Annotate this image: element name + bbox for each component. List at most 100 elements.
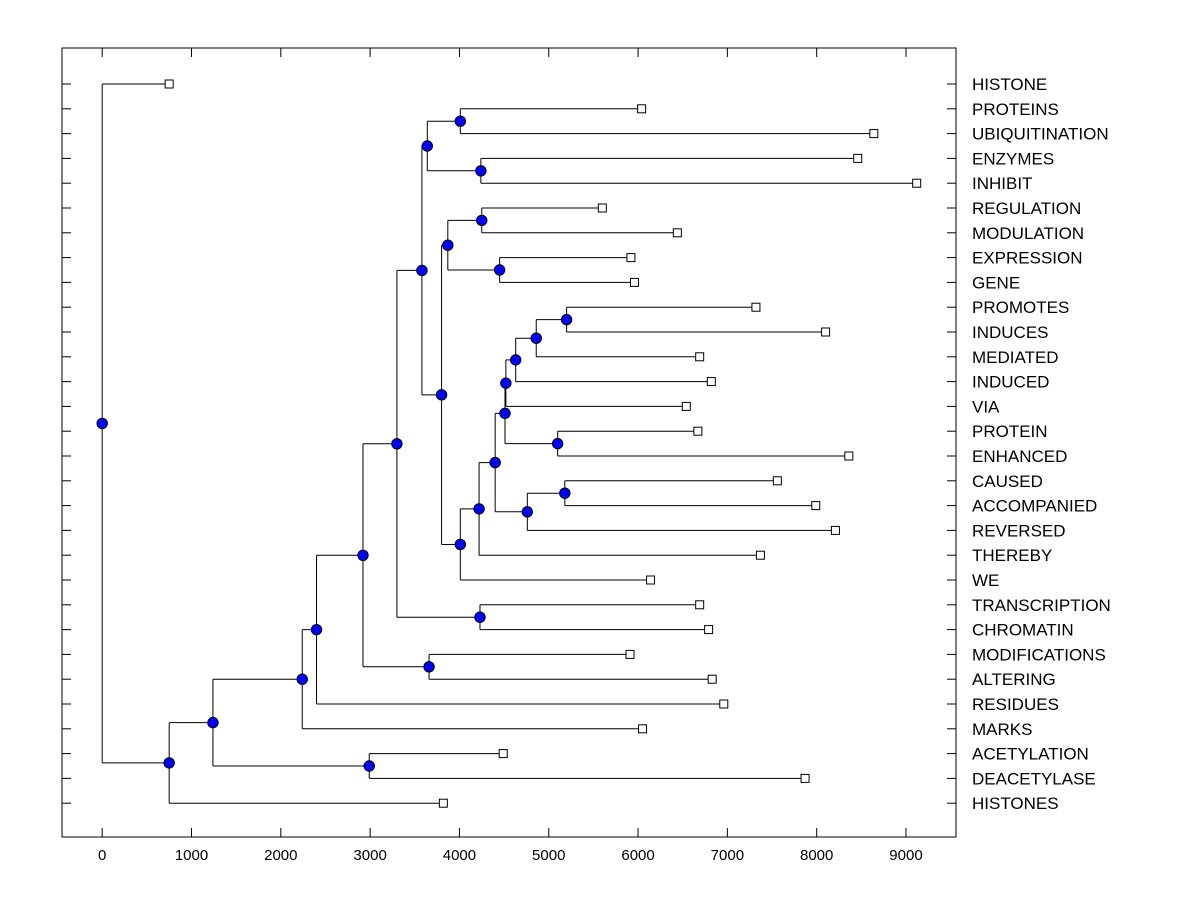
leaf-marker [637, 104, 647, 114]
leaf-label: CAUSED [972, 472, 1043, 491]
merge-node [363, 760, 375, 772]
leaf-label: PROTEIN [972, 422, 1048, 441]
merge-node [551, 437, 564, 450]
merge-node [391, 438, 403, 450]
leaf-label: REVERSED [972, 521, 1066, 540]
x-tick-label: 0 [98, 847, 106, 864]
x-tick-label: 3000 [353, 847, 386, 864]
leaf-label: RESIDUES [972, 695, 1059, 714]
leaf-label: HISTONE [972, 75, 1047, 94]
merge-node [163, 757, 175, 769]
merge-node [489, 456, 501, 469]
leaf-label: EXPRESSION [972, 249, 1083, 268]
leaf-marker [498, 749, 508, 759]
x-tick-label: 2000 [264, 847, 297, 864]
leaf-label: WE [972, 571, 999, 590]
leaf-marker [704, 625, 714, 635]
leaf-label: ACCOMPANIED [972, 497, 1097, 516]
x-tick-label: 7000 [711, 847, 744, 864]
leaf-markers [164, 79, 922, 808]
merge-node [310, 623, 323, 636]
leaf-marker [844, 451, 854, 461]
merge-node [560, 313, 573, 326]
leaf-label: TRANSCRIPTION [972, 596, 1111, 615]
leaf-label: PROMOTES [972, 298, 1069, 317]
merge-node [454, 538, 467, 551]
leaf-marker [646, 575, 656, 585]
leaf-label: GENE [972, 273, 1020, 292]
leaf-label: ENHANCED [972, 447, 1067, 466]
leaf-marker [625, 649, 635, 659]
merge-node [474, 611, 486, 623]
leaf-label: HISTONES [972, 794, 1059, 813]
leaf-marker [830, 525, 840, 535]
leaf-label: INDUCED [972, 373, 1049, 392]
leaf-marker [672, 228, 682, 238]
leaf-marker [695, 600, 705, 610]
merge-node [509, 354, 522, 366]
merge-node [296, 673, 308, 685]
leaf-marker [751, 302, 761, 312]
leaf-marker [706, 377, 716, 387]
merge-node [423, 661, 435, 673]
leaf-label: VIA [972, 397, 1000, 416]
x-axis-ticks: 0 1000 2000 3000 4000 5000 6000 7000 8000 9000 [98, 48, 923, 864]
merge-node [559, 487, 571, 499]
merge-node [207, 716, 219, 729]
leaf-marker [811, 501, 821, 511]
x-tick-label: 5000 [532, 847, 565, 864]
leaf-label: INDUCES [972, 323, 1049, 342]
merge-node [493, 264, 506, 276]
leaf-marker [719, 699, 729, 709]
leaf-marker [638, 724, 648, 734]
leaf-marker [869, 129, 879, 139]
leaf-marker [693, 426, 703, 436]
merge-node [475, 165, 487, 177]
x-tick-label: 9000 [889, 847, 922, 864]
leaf-label: ENZYMES [972, 149, 1054, 168]
leaf-marker [821, 327, 831, 337]
leaf-labels: HISTONE PROTEINS UBIQUITINATION ENZYMES INHI… [972, 75, 1111, 813]
merge-node [442, 239, 454, 251]
leaf-label: REGULATION [972, 199, 1081, 218]
merge-node [435, 389, 448, 401]
merge-node [530, 332, 542, 344]
merge-node [473, 503, 485, 515]
leaf-label: PROTEINS [972, 100, 1059, 119]
merge-node [500, 377, 512, 389]
leaf-label: ALTERING [972, 670, 1056, 689]
leaf-marker [912, 178, 922, 188]
leaf-label: INHIBIT [972, 174, 1032, 193]
x-tick-label: 8000 [800, 847, 833, 864]
leaf-label: MODULATION [972, 224, 1084, 243]
x-tick-label: 6000 [621, 847, 654, 864]
merge-node [357, 549, 369, 562]
merge-node [476, 214, 488, 227]
x-tick-label: 4000 [443, 847, 476, 864]
leaf-marker [707, 674, 717, 684]
merge-node [416, 264, 428, 277]
leaf-marker [755, 550, 765, 560]
leaf-label: MEDIATED [972, 348, 1059, 367]
leaf-marker [629, 277, 639, 287]
dendrogram-links [101, 83, 917, 804]
merge-node [454, 115, 467, 127]
leaf-marker [164, 79, 174, 89]
merge-node [96, 417, 108, 430]
leaf-label: UBIQUITINATION [972, 125, 1109, 144]
plot-frame [61, 47, 957, 838]
merge-node [499, 407, 511, 420]
y-axis-ticks [62, 83, 956, 804]
leaf-marker [800, 773, 810, 783]
leaf-label: CHROMATIN [972, 621, 1074, 640]
leaf-marker [772, 476, 782, 486]
leaf-marker [626, 253, 636, 263]
merge-node [421, 140, 433, 152]
merge-node [521, 506, 534, 518]
leaf-label: ACETYLATION [972, 745, 1089, 764]
leaf-marker [853, 153, 863, 163]
leaf-marker [597, 203, 607, 213]
x-tick-label: 1000 [175, 847, 208, 864]
leaf-label: MARKS [972, 720, 1032, 739]
